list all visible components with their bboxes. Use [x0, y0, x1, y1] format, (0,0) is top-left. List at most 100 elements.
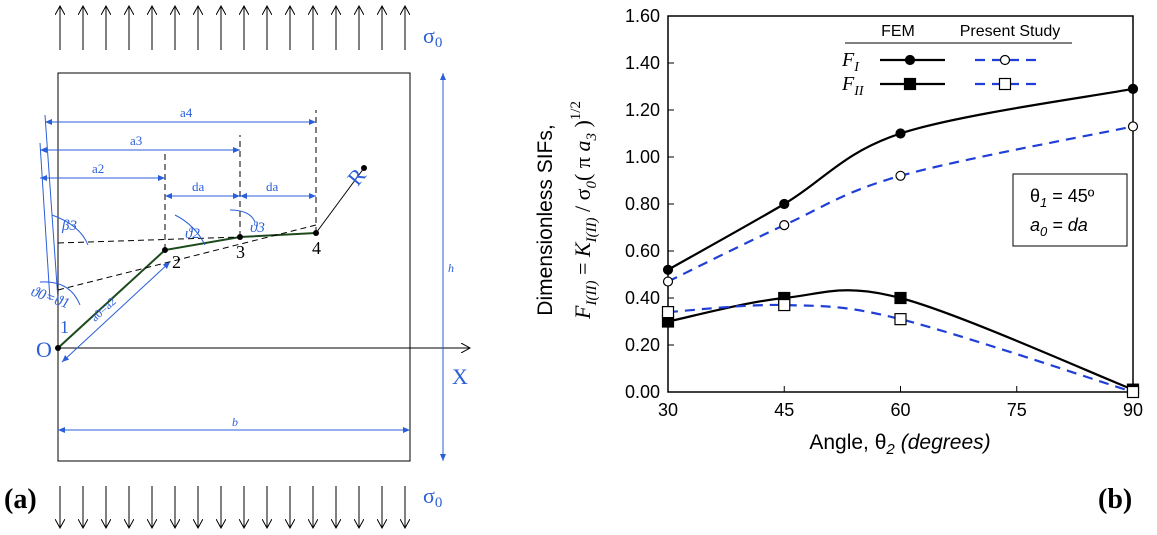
marker	[1126, 385, 1140, 399]
legend-label: FI	[841, 49, 860, 75]
angle-label: β3	[61, 218, 77, 234]
dim-label: a2	[92, 161, 104, 176]
y-tick-label: 0.60	[625, 241, 660, 261]
y-label-part: )	[570, 120, 595, 133]
annotation-symbol: a	[1030, 215, 1040, 235]
legend-label: FII	[841, 73, 865, 99]
y-label-part: 1/2	[568, 101, 584, 120]
annotation-sub: 0	[1040, 224, 1048, 239]
r-axis	[315, 167, 365, 234]
marker	[661, 306, 675, 319]
legend-header: Present Study	[960, 23, 1061, 40]
y-label-part: I(II)	[584, 281, 600, 307]
point-label: 3	[236, 242, 245, 262]
annotation-box	[1012, 173, 1128, 247]
sigma-label: σ0	[423, 483, 442, 511]
marker	[779, 220, 790, 231]
y-label-part: / σ	[570, 188, 595, 217]
dashed-guides	[57, 110, 317, 291]
y-tick-label: 1.60	[625, 6, 660, 26]
x-label-text: Angle, θ	[809, 431, 886, 454]
y-label-part: K	[570, 241, 595, 258]
y-axis-label: Dimensionless SIFs,	[534, 124, 557, 315]
marker	[1127, 83, 1139, 94]
y-tick-label: 0.40	[625, 288, 660, 308]
dim-label: da	[192, 179, 205, 194]
annotation-rest: = 45º	[1047, 186, 1095, 206]
x-label: X	[452, 364, 468, 389]
marker	[1127, 121, 1139, 132]
marker	[895, 128, 906, 139]
angle-label: ϑ3	[250, 220, 265, 236]
x-label-sub: 2	[885, 441, 895, 458]
annotation-symbol: θ	[1030, 186, 1040, 206]
dimension-lines	[39, 73, 446, 461]
y-tick-label: 0.80	[625, 194, 660, 214]
dim-label: b	[232, 415, 238, 429]
legend-marker	[903, 77, 917, 91]
annotation-sub: 1	[1040, 195, 1047, 210]
y-axis-label: FI(II) = KI(II) / σ0( π a3 )1/2	[568, 101, 600, 320]
point-label: 2	[172, 252, 181, 272]
angle-label: ϑ0=ϑ1	[29, 284, 72, 313]
y-label-part: ( π	[570, 152, 595, 181]
legend-marker	[998, 77, 1012, 91]
point-label: 4	[312, 238, 321, 258]
x-tick-label: 45	[774, 400, 794, 420]
marker	[778, 298, 791, 312]
legend-sub: II	[853, 84, 865, 99]
panel-label: (a)	[4, 484, 37, 515]
angle-label: ϑ2	[185, 226, 200, 242]
dim-label: da	[266, 179, 279, 194]
dim-label: h	[448, 261, 454, 275]
load-arrows	[60, 6, 405, 528]
x-tick-label: 90	[1123, 400, 1143, 420]
sigma-label: σ0	[423, 23, 442, 51]
diagram	[39, 6, 470, 528]
marker	[662, 264, 674, 275]
x-label-italic: (degrees)	[901, 431, 991, 454]
annotation: θ1 = 45º	[1030, 186, 1095, 210]
point-label: 1	[60, 317, 69, 337]
series-line	[667, 87, 1134, 271]
series-line	[667, 303, 1134, 394]
crack-nodes	[55, 165, 367, 351]
y-label-part: a	[570, 141, 595, 152]
y-tick-label: 1.20	[625, 100, 660, 120]
dim-label: a3	[130, 133, 142, 148]
y-tick-label: 0.00	[625, 382, 660, 402]
annotation: a0 = da	[1030, 215, 1088, 239]
x-tick-label: 75	[1007, 400, 1027, 420]
legend-marker	[999, 54, 1011, 66]
y-tick-label: 1.00	[625, 147, 660, 167]
x-tick-label: 60	[890, 400, 910, 420]
legend-header: FEM	[881, 23, 915, 40]
origin-label: O	[36, 337, 52, 362]
x-axis-label: Angle, θ2 (degrees)	[809, 431, 990, 458]
marker	[894, 313, 907, 326]
legend-symbol: F	[841, 49, 855, 71]
legend-sub: I	[853, 60, 860, 75]
legend-symbol: F	[841, 73, 855, 95]
annotation-rest: = da	[1047, 215, 1088, 235]
plate	[57, 72, 411, 462]
y-tick-label: 1.40	[625, 53, 660, 73]
dim-label: a0=a2	[88, 294, 119, 324]
series-line	[667, 125, 1134, 283]
y-label-part: I(II)	[584, 217, 600, 243]
y-label-part: 3	[584, 133, 600, 142]
panel-label: (b)	[1098, 484, 1132, 515]
dim-label: a4	[180, 105, 193, 120]
y-label-part: F	[570, 305, 595, 320]
crack	[57, 232, 317, 349]
y-label-part: =	[570, 257, 595, 280]
series-line	[667, 289, 1134, 391]
y-label-part: 0	[584, 180, 600, 188]
marker	[662, 276, 674, 287]
y-tick-label: 0.20	[625, 335, 660, 355]
marker	[895, 170, 906, 181]
x-tick-label: 30	[658, 400, 678, 420]
